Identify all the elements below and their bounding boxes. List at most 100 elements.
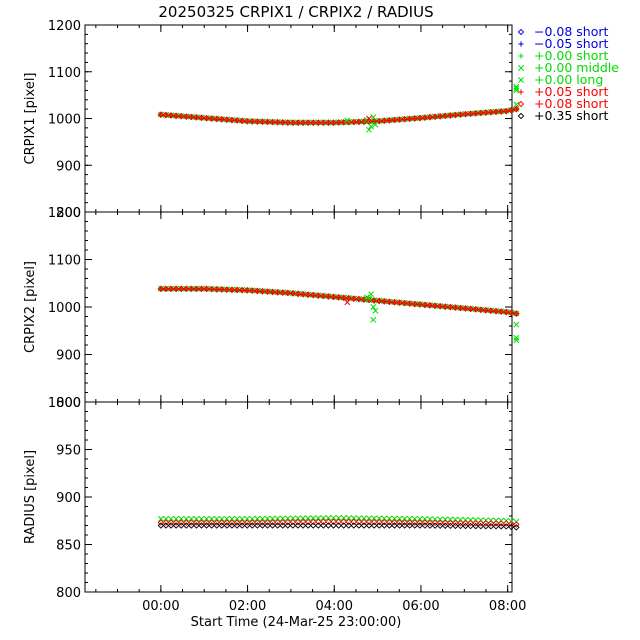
data-point: [178, 286, 184, 292]
data-point: [234, 118, 240, 124]
outlier-point: [513, 101, 520, 108]
data-point: [284, 515, 291, 522]
data-point: [498, 109, 504, 115]
data-point: [345, 522, 352, 529]
data-point: [447, 516, 454, 523]
data-point: [274, 515, 281, 522]
data-point: [381, 118, 387, 124]
data-point: [259, 119, 266, 125]
data-point: [234, 287, 240, 293]
data-point: [468, 111, 474, 117]
data-point: [229, 287, 235, 293]
data-point: [219, 287, 225, 293]
data-point: [198, 515, 205, 522]
data-point: [193, 515, 200, 522]
y-tick-label: 900: [56, 491, 81, 506]
data-point: [269, 289, 276, 295]
y-tick-label: 1100: [48, 66, 81, 81]
data-point: [233, 522, 241, 529]
data-point: [407, 301, 413, 307]
y-tick-label: 1200: [48, 206, 81, 221]
data-point: [223, 515, 230, 522]
data-point: [285, 120, 291, 126]
data-point: [457, 305, 464, 311]
data-point: [478, 110, 484, 116]
data-point: [320, 518, 327, 526]
data-point: [295, 291, 301, 297]
data-point: [498, 309, 504, 315]
data-point: [254, 519, 261, 526]
data-point: [508, 520, 515, 528]
data-point: [320, 522, 327, 529]
data-point: [183, 519, 190, 526]
data-point: [477, 522, 485, 530]
data-point: [386, 117, 392, 124]
data-point: [330, 514, 337, 521]
data-point: [487, 520, 495, 527]
data-point: [219, 116, 225, 123]
data-point: [391, 522, 398, 529]
data-point: [290, 120, 296, 126]
legend-label: +0.00 middle: [534, 60, 619, 75]
legend-marker: [517, 112, 525, 120]
data-point: [269, 515, 276, 522]
data-point: [325, 294, 332, 300]
data-point: [426, 519, 434, 526]
data-point: [274, 519, 281, 526]
data-point: [376, 515, 383, 522]
data-point: [412, 301, 418, 307]
y-tick-label: 950: [56, 444, 81, 459]
data-point: [452, 305, 458, 311]
data-point: [360, 522, 368, 529]
data-point: [305, 515, 312, 522]
data-point: [239, 515, 246, 522]
x-tick-label: 08:00: [489, 599, 526, 614]
data-point: [391, 515, 398, 522]
data-point: [386, 299, 392, 305]
data-point: [183, 522, 190, 529]
data-point: [300, 120, 306, 126]
data-point: [431, 522, 439, 529]
data-point: [472, 520, 479, 527]
data-point: [203, 519, 210, 526]
data-point: [401, 515, 408, 522]
data-point: [177, 522, 185, 529]
data-point: [259, 519, 266, 526]
data-point: [478, 307, 484, 313]
data-point: [309, 518, 317, 526]
data-point: [238, 519, 246, 526]
data-point: [320, 293, 326, 299]
panel-radius: 800 850 900 950 1000 RADIUS [pixel]: [23, 396, 520, 601]
data-point: [442, 522, 449, 530]
y-tick-label: 800: [56, 586, 81, 601]
data-point: [376, 118, 382, 124]
data-point: [452, 516, 459, 523]
data-point: [482, 520, 490, 527]
data-point: [422, 115, 428, 121]
data-point: [162, 515, 169, 522]
data-point: [289, 515, 296, 522]
data-point: [158, 112, 164, 118]
data-point: [402, 300, 408, 306]
legend-item: +0.35 short: [517, 108, 609, 123]
outlier-point: [344, 117, 351, 124]
data-point: [167, 522, 175, 529]
data-point: [427, 516, 433, 523]
data-point: [508, 523, 515, 531]
legend-label: +0.05 short: [534, 84, 609, 99]
data-point: [193, 286, 200, 292]
data-point: [234, 515, 240, 522]
legend-marker: [518, 77, 524, 83]
x-tick-labels: 00:00 02:00 04:00 06:00 08:00: [142, 599, 526, 614]
data-point: [315, 120, 321, 126]
legend-marker: [518, 53, 524, 59]
data-point: [406, 522, 413, 529]
data-point: [188, 515, 195, 522]
data-point: [427, 114, 433, 120]
y-tick-label: 1200: [48, 19, 81, 34]
data-point: [239, 287, 245, 293]
data-point: [264, 289, 271, 295]
data-point: [406, 519, 413, 526]
data-point: [289, 518, 297, 526]
data-point: [198, 522, 205, 529]
